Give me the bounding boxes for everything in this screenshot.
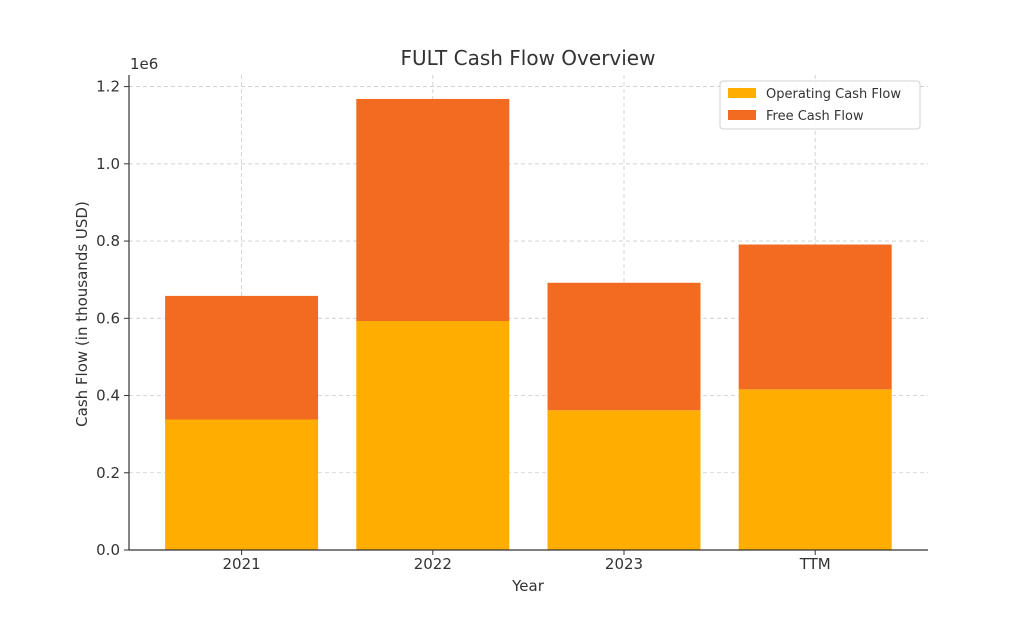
legend-swatch bbox=[728, 88, 756, 98]
bar-free-cash-flow-2023 bbox=[547, 282, 701, 411]
y-tick-label: 0.0 bbox=[96, 541, 120, 559]
x-axis-label: Year bbox=[511, 577, 545, 595]
legend-box bbox=[719, 80, 921, 130]
bar-operating-cash-flow-2023 bbox=[547, 410, 701, 550]
y-offset-label: 1e6 bbox=[130, 55, 158, 73]
y-tick-label: 0.4 bbox=[96, 387, 120, 405]
y-tick-label: 0.6 bbox=[96, 309, 120, 327]
legend-swatch bbox=[728, 110, 756, 120]
x-tick-label: 2022 bbox=[414, 555, 452, 573]
legend-label: Free Cash Flow bbox=[766, 109, 864, 124]
legend-label: Operating Cash Flow bbox=[766, 87, 901, 102]
y-axis-label: Cash Flow (in thousands USD) bbox=[73, 201, 91, 427]
axes: 0.0 0.2 0.4 0.6 0.8 1.0 1.2 2021 2022 2023 TTM bbox=[96, 75, 928, 573]
bars bbox=[165, 98, 892, 550]
bar-operating-cash-flow-2022 bbox=[356, 320, 510, 550]
chart-title: FULT Cash Flow Overview bbox=[401, 46, 656, 70]
x-tick-label: 2023 bbox=[605, 555, 643, 573]
y-tick-label: 1.0 bbox=[96, 155, 120, 173]
legend: Operating Cash Flow Free Cash Flow bbox=[719, 80, 921, 130]
bar-operating-cash-flow-2021 bbox=[165, 419, 319, 550]
bar-operating-cash-flow-ttm bbox=[738, 389, 892, 550]
bar-free-cash-flow-2022 bbox=[356, 98, 510, 321]
y-tick-label: 0.2 bbox=[96, 464, 120, 482]
y-tick-label: 0.8 bbox=[96, 232, 120, 250]
bar-free-cash-flow-ttm bbox=[738, 244, 892, 390]
y-tick-label: 1.2 bbox=[96, 78, 120, 96]
x-tick-label: TTM bbox=[799, 555, 831, 573]
bar-free-cash-flow-2021 bbox=[165, 295, 319, 420]
x-tick-label: 2021 bbox=[223, 555, 261, 573]
